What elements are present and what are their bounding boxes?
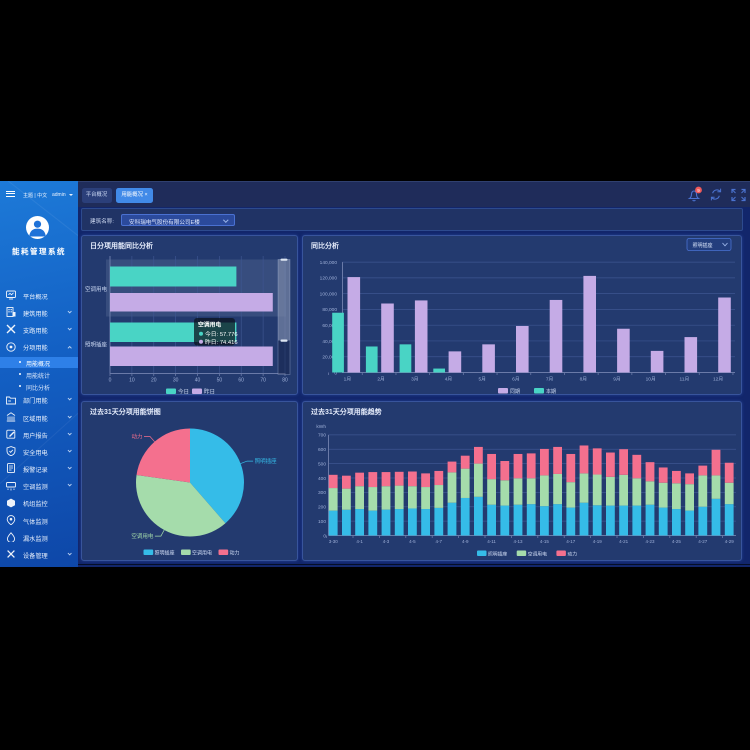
svg-text:9月: 9月 (613, 376, 620, 382)
svg-text:60: 60 (238, 377, 244, 383)
svg-text:12月: 12月 (713, 376, 723, 382)
svg-text:10: 10 (129, 377, 135, 383)
svg-text:4-25: 4-25 (672, 539, 682, 544)
svg-text:本期: 本期 (546, 388, 556, 395)
svg-text:2月: 2月 (377, 376, 384, 382)
svg-text:600: 600 (318, 447, 326, 453)
svg-text:300: 300 (318, 490, 326, 496)
svg-text:过去31天分项用能饼图: 过去31天分项用能饼图 (90, 407, 161, 416)
svg-text:4-13: 4-13 (513, 539, 523, 544)
svg-text:4-1: 4-1 (356, 539, 363, 544)
svg-text:500: 500 (318, 461, 326, 467)
svg-text:3月: 3月 (411, 376, 418, 382)
svg-text:空调用电: 空调用电 (528, 551, 547, 558)
svg-text:1月: 1月 (344, 376, 351, 382)
svg-text:动力: 动力 (567, 551, 577, 558)
svg-text:50: 50 (217, 377, 223, 383)
svg-text:9: 9 (697, 188, 700, 193)
svg-text:空调用电: 空调用电 (131, 532, 154, 540)
svg-text:4-23: 4-23 (645, 539, 655, 544)
svg-text:照明插座: 照明插座 (85, 340, 108, 348)
svg-text:70: 70 (260, 377, 266, 383)
svg-text:100,000: 100,000 (320, 291, 338, 297)
svg-text:100: 100 (318, 519, 326, 525)
svg-text:4-11: 4-11 (487, 539, 496, 544)
svg-text:700: 700 (318, 433, 326, 439)
svg-text:7月: 7月 (546, 376, 553, 382)
svg-text:动力: 动力 (131, 433, 142, 441)
svg-text:照明插座: 照明插座 (488, 551, 507, 558)
svg-text:3-30: 3-30 (329, 539, 339, 544)
svg-text:0: 0 (109, 377, 112, 383)
svg-text:80,000: 80,000 (322, 307, 337, 313)
svg-text:4月: 4月 (445, 376, 452, 382)
svg-text:60,000: 60,000 (322, 323, 337, 329)
svg-text:400: 400 (318, 476, 326, 482)
svg-text:今日: 57.776: 今日: 57.776 (205, 330, 238, 338)
svg-text:照明插座: 照明插座 (155, 550, 175, 557)
svg-text:4-3: 4-3 (383, 539, 390, 544)
svg-text:140,000: 140,000 (320, 259, 338, 265)
svg-text:8月: 8月 (580, 376, 587, 382)
svg-text:今日: 今日 (178, 387, 189, 395)
svg-text:4-9: 4-9 (462, 539, 469, 544)
svg-text:4-15: 4-15 (540, 539, 550, 544)
svg-text:同期: 同期 (510, 389, 520, 395)
svg-text:4-19: 4-19 (593, 539, 603, 544)
svg-text:4-27: 4-27 (698, 539, 708, 544)
svg-text:40: 40 (195, 377, 201, 383)
svg-text:4-7: 4-7 (436, 539, 443, 544)
svg-text:kWh: kWh (316, 424, 326, 430)
svg-text:4-5: 4-5 (409, 539, 416, 544)
svg-text:5月: 5月 (478, 376, 485, 382)
svg-text:10月: 10月 (646, 376, 656, 382)
svg-text:空调用电: 空调用电 (192, 550, 212, 557)
svg-text:4-21: 4-21 (619, 539, 629, 544)
svg-text:20,000: 20,000 (322, 354, 337, 360)
svg-text:过去31天分项用能趋势: 过去31天分项用能趋势 (311, 407, 382, 416)
svg-text:80: 80 (282, 377, 288, 383)
svg-text:200: 200 (318, 505, 326, 511)
svg-text:4-17: 4-17 (566, 539, 576, 544)
svg-text:30: 30 (173, 377, 179, 383)
svg-text:昨日: 74.416: 昨日: 74.416 (205, 338, 238, 346)
svg-text:4-29: 4-29 (725, 539, 735, 544)
svg-text:11月: 11月 (680, 376, 690, 382)
svg-text:0: 0 (323, 533, 326, 539)
svg-text:昨日: 昨日 (204, 387, 215, 395)
svg-text:空调用电: 空调用电 (85, 285, 108, 293)
svg-text:动力: 动力 (230, 550, 240, 557)
svg-text:照明插座: 照明插座 (693, 241, 713, 248)
svg-text:40,000: 40,000 (322, 338, 337, 344)
svg-text:照明插座: 照明插座 (255, 457, 278, 465)
svg-text:20: 20 (151, 377, 157, 383)
svg-text:0: 0 (334, 370, 337, 376)
svg-text:同比分析: 同比分析 (311, 241, 339, 250)
svg-text:6月: 6月 (512, 376, 519, 382)
svg-text:120,000: 120,000 (320, 275, 338, 281)
svg-text:空调用电: 空调用电 (198, 320, 221, 328)
svg-text:日分项用能同比分析: 日分项用能同比分析 (90, 241, 153, 250)
